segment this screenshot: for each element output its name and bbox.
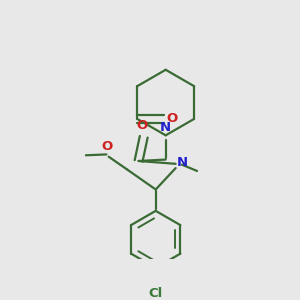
Text: Cl: Cl: [148, 287, 163, 300]
Text: O: O: [137, 119, 148, 133]
Text: N: N: [160, 121, 171, 134]
Text: O: O: [167, 112, 178, 125]
Text: O: O: [102, 140, 113, 153]
Text: N: N: [177, 157, 188, 169]
